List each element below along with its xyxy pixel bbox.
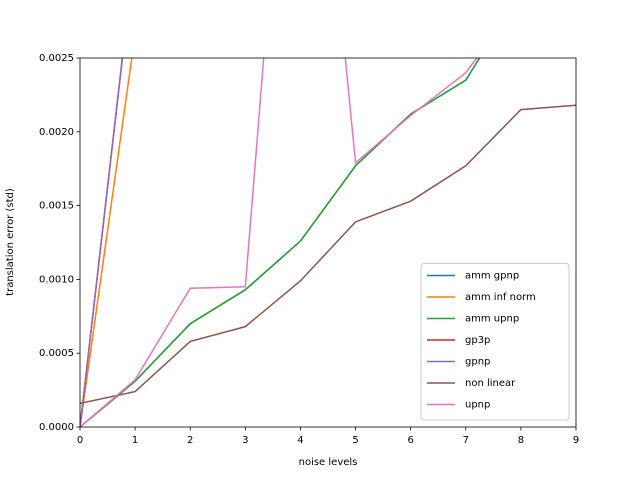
x-tick-label: 8 [518,435,524,446]
axes-frame [79,57,577,428]
x-tick-label: 9 [573,435,579,446]
y-tick-label: 0.0005 [39,348,74,359]
y-tick-label: 0.0020 [39,127,74,138]
x-tick-label: 7 [463,435,469,446]
legend-label: gpnp [465,357,490,368]
x-tick-label: 6 [407,435,413,446]
legend-label: amm gpnp [465,271,519,282]
legend-box [420,263,570,421]
legend-label: amm upnp [465,314,519,325]
y-axis-label: translation error (std) [5,188,16,296]
x-tick-label: 0 [77,435,83,446]
series-line [80,58,481,427]
x-tick-label: 1 [132,435,138,446]
x-tick-label: 4 [297,435,303,446]
legend-label: upnp [465,400,490,411]
legend-label: amm inf norm [465,292,536,303]
legend-label: non linear [465,378,516,389]
x-tick-label: 3 [242,435,248,446]
y-tick-label: 0.0015 [39,201,74,212]
series-line [80,58,478,427]
series-line [80,104,576,405]
y-tick-label: 0.0025 [39,53,74,64]
plot-area [80,58,576,427]
legend: amm gpnp amm inf norm amm upnp gp3p gpnp non … [420,263,570,421]
y-tick-label: 0.0000 [39,422,74,433]
legend-label: gp3p [465,335,490,346]
x-tick-label: 5 [352,435,358,446]
x-axis-label: noise levels [299,457,358,468]
y-tick-label: 0.0010 [39,274,74,285]
x-tick-label: 2 [187,435,193,446]
